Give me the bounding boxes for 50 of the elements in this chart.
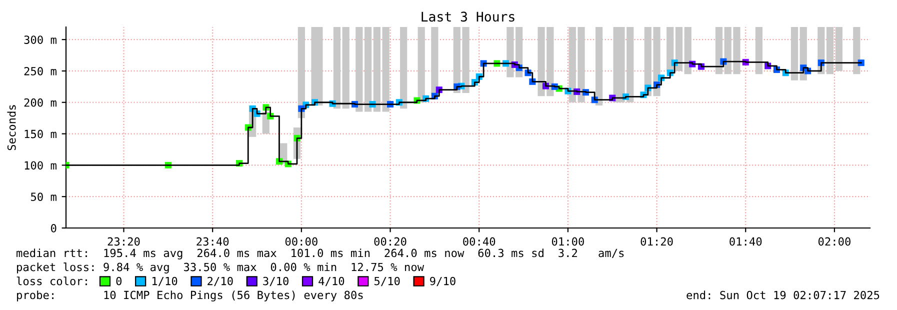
legend-label: 0 [116,276,122,286]
bar [400,27,408,109]
chart-title: Last 3 Hours [422,12,514,22]
x-tick-label: 00:20 [374,237,406,246]
bar [790,27,798,80]
bar [298,27,305,118]
bar [826,27,834,74]
legend-label: 2/10 [208,276,233,286]
bar [666,27,674,71]
text: median rtt: 195.4 ms avg 264.0 ms max 101.0 ms min 264.0 ms now 60.3 ms sd 3.2 am/s [16,248,624,260]
bar [382,27,390,112]
bar [342,27,350,109]
x-tick-label: 02:00 [818,237,850,246]
bar [595,27,603,106]
bar [333,27,341,109]
text: packet loss: 9.84 % avg 33.50 % max 0.00 % min 12.75 % now [17,262,424,274]
y-tick-label: 250 m [24,66,56,76]
legend-label: 1/10 [152,276,178,286]
x-tick-label: 00:00 [285,237,318,246]
bar [364,27,372,112]
legend-label: 9/10 [430,276,456,286]
y-tick-label: 300 m [24,36,56,44]
x-tick-label: 00:40 [463,237,496,246]
y-tick-label: 200 m [24,98,56,107]
y-tick-label: 150 m [24,130,56,138]
text: probe: 10 ICMP Echo Pings (56 Bytes) every 80s [17,290,363,302]
bar [431,27,438,96]
legend-label: 4/10 [318,276,344,286]
bar [835,27,842,71]
bar [755,27,763,74]
bar [675,27,683,71]
y-tick-label: 0 [51,224,56,232]
legend-label: 3/10 [263,276,288,286]
text: end: Sun Oct 19 02:07:17 2025 [686,290,880,300]
bar [356,27,363,112]
y-tick-label: 100 m [24,161,56,170]
y-tick-label: 50 m [30,192,56,202]
x-tick-label: 01:20 [640,237,673,246]
x-tick-label: 23:40 [196,237,229,246]
x-tick-label: 01:40 [730,237,762,246]
x-tick-label: 01:00 [552,237,584,246]
bar [715,27,723,74]
bar [853,27,860,74]
bar [684,27,692,74]
legend-label: 5/10 [374,276,400,286]
legend-title: loss color: [16,276,87,286]
bar [373,27,380,112]
y-axis-title: Seconds [7,105,16,150]
x-tick-label: 23:20 [108,237,140,246]
bar [418,27,425,102]
